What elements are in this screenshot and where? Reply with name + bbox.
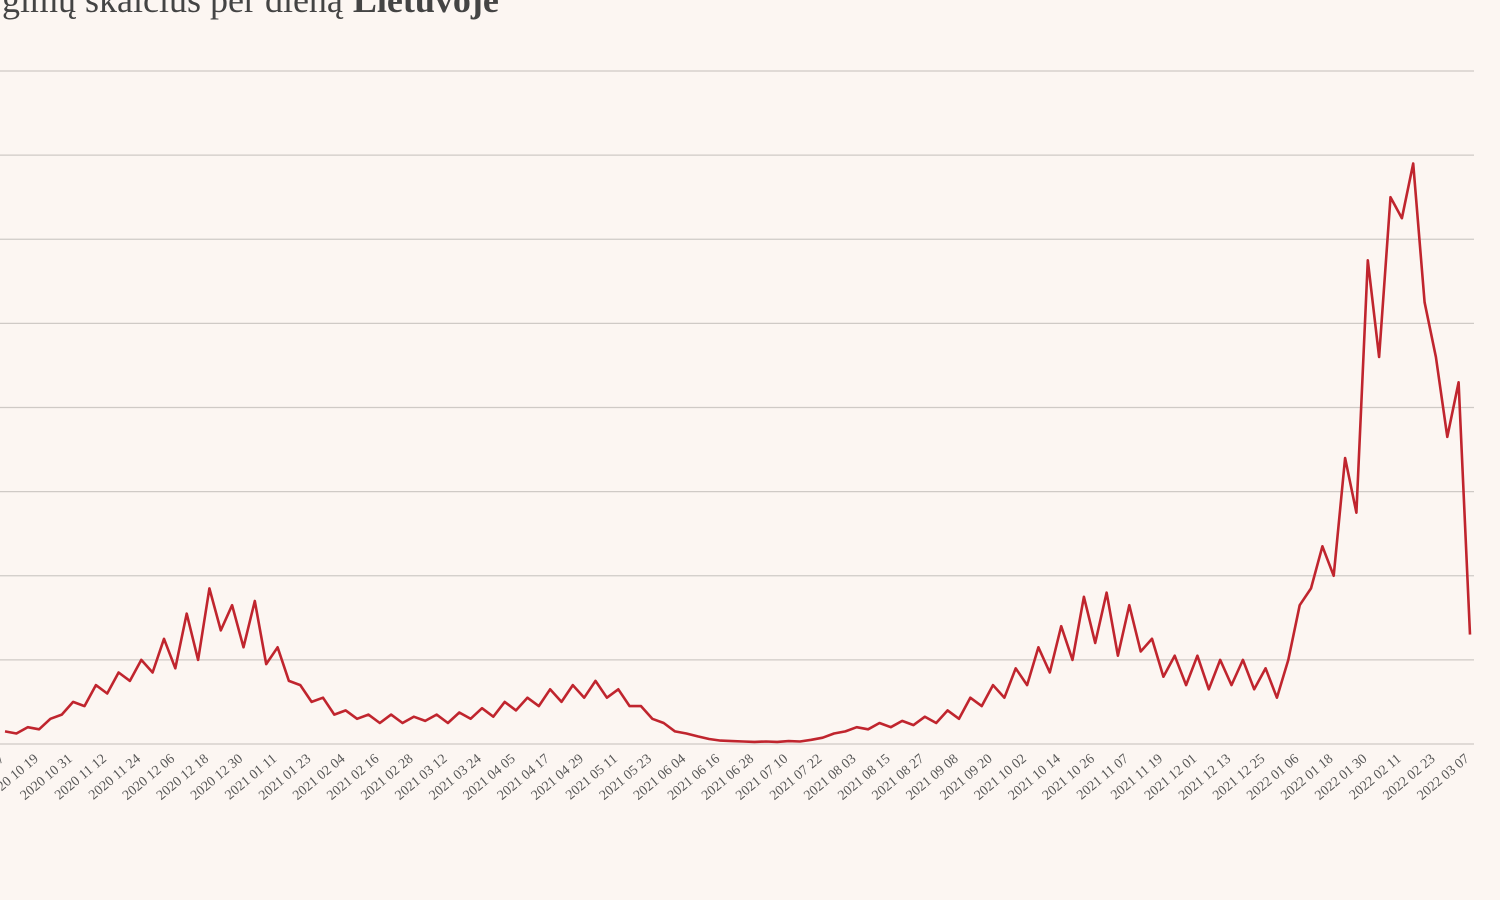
title-text: gimų skaičius per dieną [2, 0, 344, 20]
series-line [4, 162, 1472, 744]
title-bold: Lietuvoje [353, 0, 499, 20]
chart-title: gimų skaičius per dieną Lietuvoje [2, 0, 499, 20]
